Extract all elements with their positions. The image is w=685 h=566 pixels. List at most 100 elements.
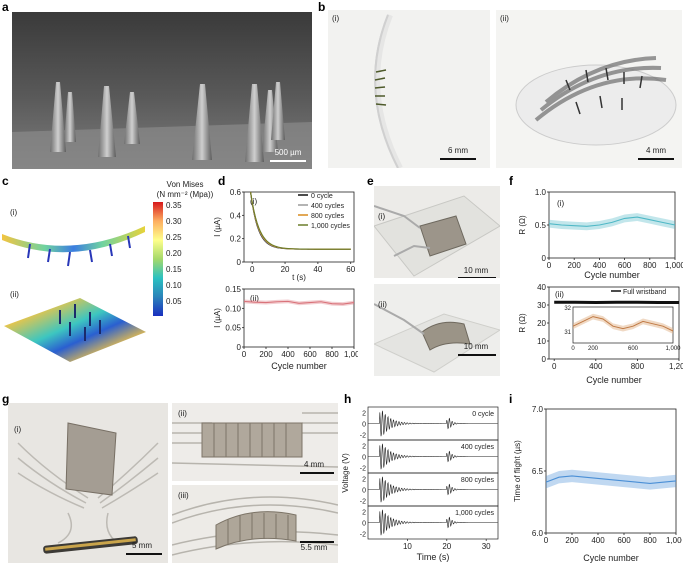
x-tick-label: 200 [565,536,579,545]
panel-label-i: i [509,392,513,406]
x-tick-label: 800 [643,536,657,545]
x-tick-label: 1,000 [666,536,682,545]
sub-label: (i) [332,14,340,23]
panel-label-c: c [2,174,9,188]
y-axis-label: I (µA) [213,217,222,237]
scale-bar [270,160,306,162]
sub-label: (i) [14,425,22,434]
colorbar [153,202,163,316]
colorbar-tick: 0.35 [166,201,182,210]
x-axis-label: Cycle number [584,270,640,280]
x-tick-label: 10 [403,542,412,551]
scale-bar [300,472,334,474]
y-axis-label: Voltage (V) [341,453,350,493]
inset-y-tick-label: 32 [564,306,571,312]
sub-label: (ii) [555,290,564,299]
x-tick-label: 0 [552,362,557,371]
y-tick-label: 2 [362,411,366,418]
plot-frame [243,288,355,348]
series-line [250,191,351,250]
legend-label: 800 cycles [311,213,345,220]
sub-label: (i) [378,212,386,221]
sub-label: (i) [250,197,257,206]
y-tick-label: 0 [362,488,366,495]
scale-bar-label: 5.5 mm [300,543,328,552]
waveform-trace [368,509,498,536]
colorbar-tick: 0.25 [166,233,182,242]
y-tick-label: 0 [362,521,366,528]
microneedle-curved-photo-2: (ii) 4 mm [496,10,682,168]
y-tick-label: 0 [362,422,366,429]
legend-label: Full wristband [623,289,666,296]
x-axis-label: Cycle number [583,553,639,563]
trace-label: 800 cycles [461,477,495,484]
scale-bar-label: 4 mm [646,146,666,155]
x-tick-label: 400 [593,261,607,270]
inset-error-band [573,313,673,334]
series-line [250,191,351,250]
x-tick-label: 800 [325,350,339,359]
colorbar-tick: 0.20 [166,249,182,258]
array-photo-2: (iii) 5.5 mm [172,485,338,563]
colorbar-title: Von Mises (N mm⁻² (Mpa)) [144,180,226,200]
x-tick-label: 0 [547,261,552,270]
y-tick-label: 2 [362,510,366,517]
series-line [243,300,355,305]
y-axis-label: R (Ω) [518,215,527,235]
y-tick-label: -2 [360,532,366,539]
scale-bar [638,158,674,160]
colorbar-ticks: 0.35 0.30 0.25 0.20 0.15 0.10 0.05 [166,198,206,310]
error-band [549,213,675,231]
x-tick-label: 200 [259,350,273,359]
panel-label-g: g [2,392,10,406]
sub-label: (ii) [250,294,259,303]
inset-y-tick-label: 31 [564,330,571,336]
x-tick-label: 400 [281,350,295,359]
panel-label-f: f [509,174,513,188]
array-photo-1: (ii) 4 mm [172,403,338,481]
panel-label-a: a [2,0,9,14]
series-line [545,475,677,484]
x-axis-label: t (s) [292,273,306,282]
x-tick-label: 1,200 [669,362,683,371]
y-tick-label: 2 [362,444,366,451]
chart-f-ii: 0 400 800 1,200 0 10 20 30 40 Cycle number R (Ω) (i… [518,283,683,385]
y-tick-label: 0.6 [230,188,242,197]
chart-d-i: 0 20 40 60 0 0.2 0.4 0.6 t (s) I (µA) (i) 0 cycle 40… [213,188,356,282]
x-tick-label: 30 [482,542,491,551]
colorbar-tick: 0.30 [166,217,182,226]
y-axis-label: R (Ω) [518,313,527,333]
y-tick-label: 0 [362,455,366,462]
panel-label-e: e [367,174,374,188]
error-band [244,299,354,307]
x-axis-label: Cycle number [586,375,642,385]
chart-d-ii: 0 200 400 600 800 1,000 0 0.05 0.10 0.15 Cycle num… [213,285,358,371]
microneedle-curved-photo-1: (i) 6 mm [328,10,490,168]
y-tick-label: 0.15 [225,285,241,294]
trace-label: 400 cycles [461,444,495,451]
sub-label: (i) [10,208,18,217]
y-tick-label: 6.5 [532,467,544,476]
x-tick-label: 200 [568,261,582,270]
colorbar-tick: 0.10 [166,281,182,290]
scale-bar [458,277,496,278]
panel-label-d: d [218,174,226,188]
colorbar-tick: 0.05 [166,297,182,306]
x-tick-label: 1,000 [665,261,683,270]
sub-label: (ii) [378,300,387,309]
y-axis-label: Time of flight (µs) [513,440,522,502]
panel-label-h: h [344,392,352,406]
y-tick-label: 6.0 [532,529,544,538]
waveform-trace [368,476,498,503]
fea-simulation: (i) (ii) [0,186,148,386]
x-tick-label: 800 [643,261,657,270]
sub-label: (ii) [10,290,19,299]
scale-bar-label: 500 µm [274,148,302,157]
y-tick-label: -2 [360,466,366,473]
scale-bar-label: 10 mm [463,342,489,351]
scale-bar-label: 6 mm [448,146,468,155]
inset-x-tick-label: 1,000 [665,346,681,352]
y-tick-label: 0 [542,355,547,364]
colorbar-title-line2: (N mm⁻² (Mpa)) [156,190,214,199]
inset-x-tick-label: 0 [571,346,575,352]
